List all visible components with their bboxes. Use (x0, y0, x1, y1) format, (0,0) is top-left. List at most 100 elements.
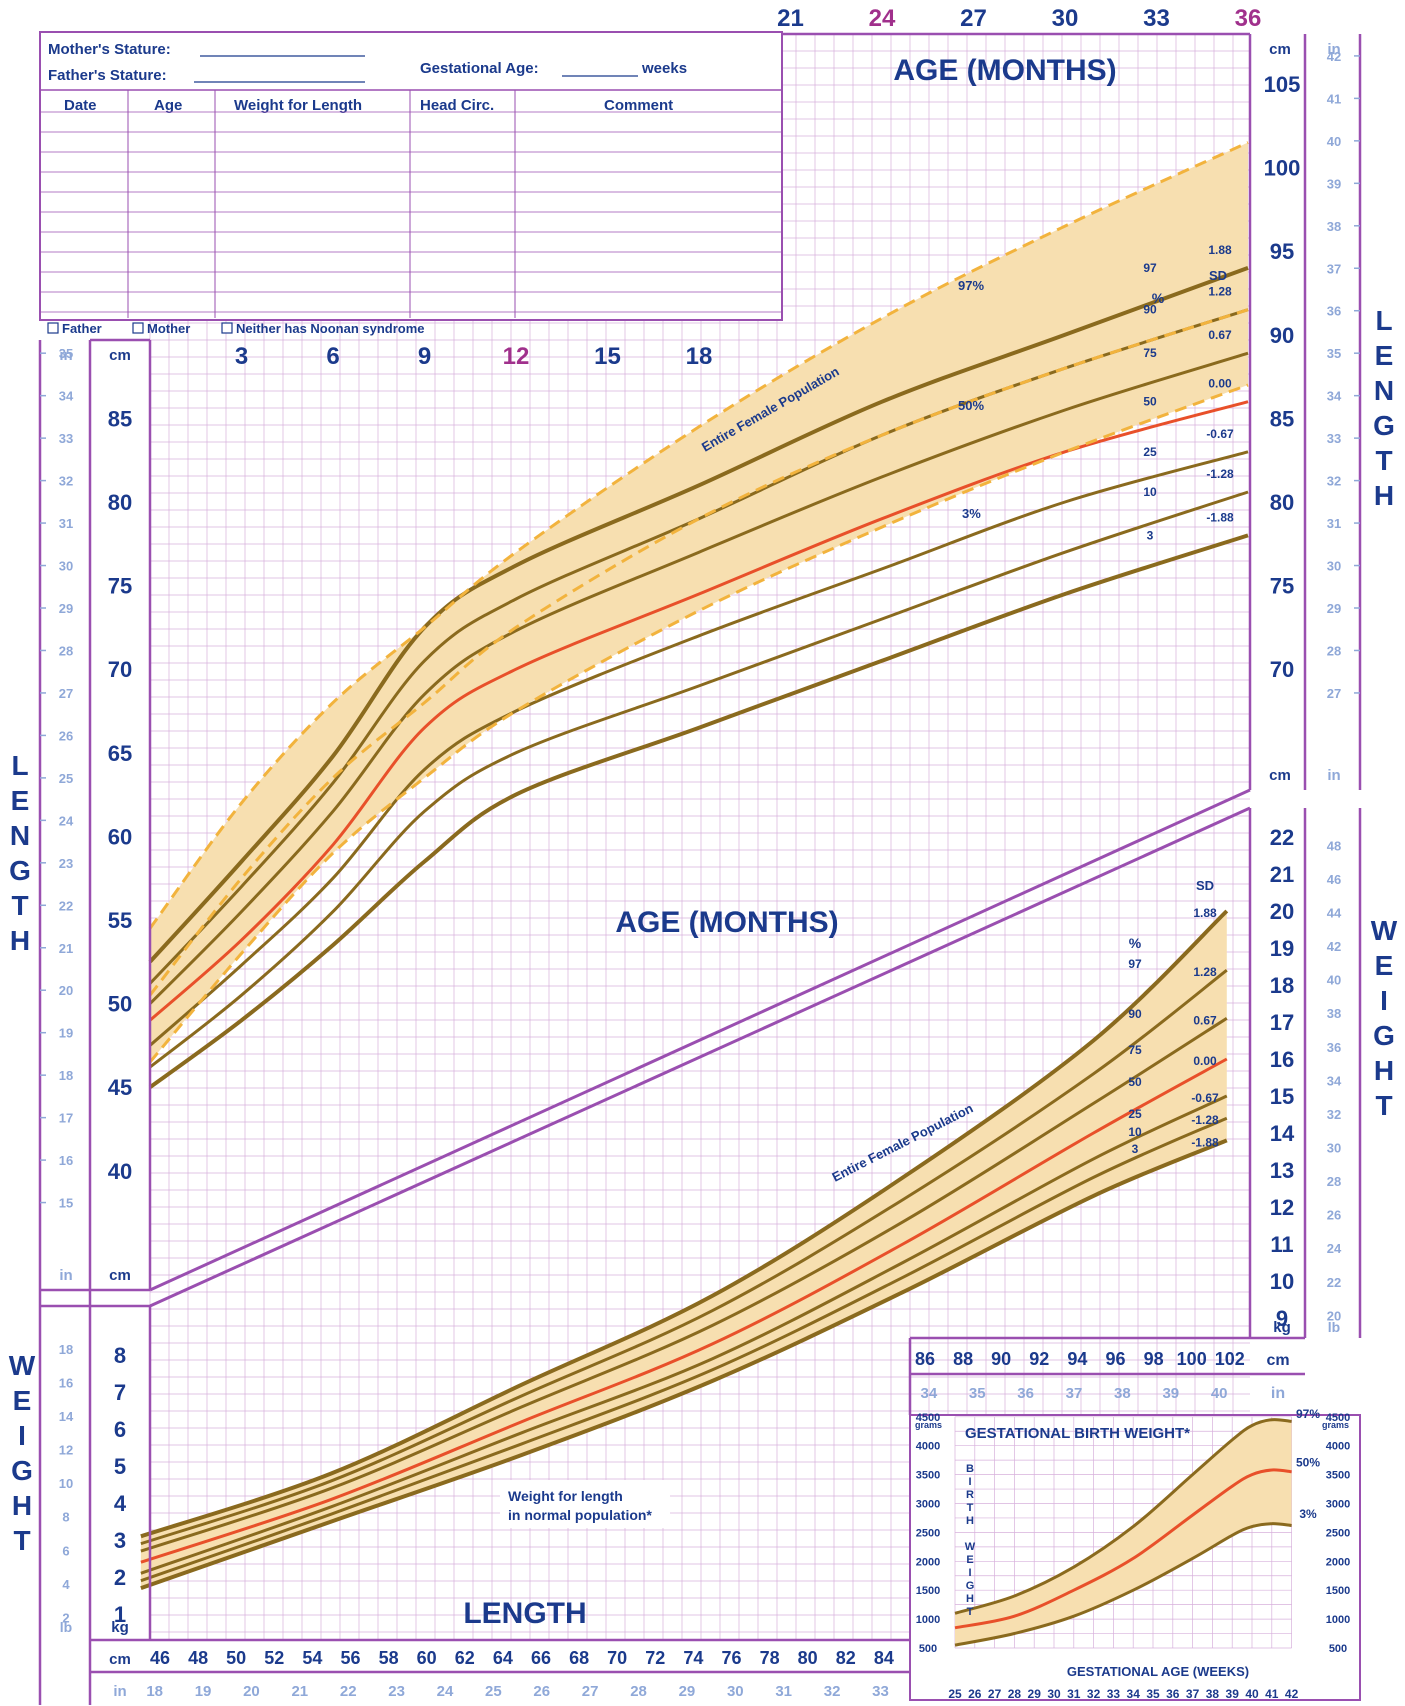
age-mid-tick-6: 6 (326, 343, 339, 370)
bw-letter-3: T (967, 1502, 974, 1514)
frame-line (149, 806, 1251, 1308)
weight-pct-label-75: 75 (1128, 1043, 1142, 1057)
gest-week-30: 30 (1047, 1687, 1061, 1701)
weight-right-kg-10: 10 (1270, 1269, 1294, 1294)
column-comment: Comment (604, 97, 673, 114)
gest-week-36: 36 (1166, 1687, 1180, 1701)
length-sd-label-97: 1.88 (1208, 243, 1232, 257)
length-curve-p50 (149, 400, 1249, 1022)
weight-sd-label-25: -0.67 (1191, 1091, 1219, 1105)
weight-sd-label-50: 0.00 (1193, 1054, 1217, 1068)
length-bottom-cm-58: 58 (379, 1648, 399, 1668)
length-right-cm-105: 105 (1264, 72, 1301, 97)
gest-band-fill (955, 1419, 1292, 1646)
weight-sd-header: SD (1196, 878, 1214, 893)
weight-percent-symbol: % (1129, 935, 1142, 951)
weight-left-letter-5: T (13, 1525, 30, 1556)
weight-sd-label-75: 0.67 (1193, 1013, 1217, 1027)
weight-right-kg-12: 12 (1270, 1195, 1294, 1220)
length-left-in-19: 19 (59, 1026, 73, 1041)
length-left-cm-50: 50 (108, 992, 132, 1017)
length-right-in-30: 30 (1327, 559, 1341, 574)
gest-week-33: 33 (1107, 1687, 1121, 1701)
length-left-in-26: 26 (59, 728, 73, 743)
gest-left-grams-2500: 2500 (916, 1527, 940, 1539)
weight-right-letter-2: I (1380, 985, 1388, 1016)
length-bottom-cm-50: 50 (226, 1648, 246, 1668)
length-bottom-cm-46: 46 (150, 1648, 170, 1668)
age-months-mid-title: AGE (MONTHS) (615, 906, 838, 939)
weight-right-kg-11: 11 (1270, 1232, 1293, 1257)
gest-week-27: 27 (988, 1687, 1002, 1701)
length-population-p3 (148, 383, 1249, 1064)
length-left-in-30: 30 (59, 559, 73, 574)
weight-right-letter-1: E (1375, 950, 1394, 981)
weight-right-lb-40: 40 (1327, 973, 1341, 988)
length-right-cm-100: 100 (1264, 156, 1301, 181)
gest-right-grams-3000: 3000 (1326, 1499, 1350, 1511)
weight-right-letter-4: H (1374, 1055, 1394, 1086)
gest-week-40: 40 (1245, 1687, 1259, 1701)
length-bottom-cm-70: 70 (607, 1648, 627, 1668)
length-left-in-20: 20 (59, 983, 73, 998)
length-left-in-16: 16 (59, 1153, 73, 1168)
mother-checkbox[interactable] (132, 322, 144, 334)
weight-left-kg-unit: kg (111, 1619, 129, 1636)
weight-left-letter-0: W (9, 1350, 36, 1381)
neither-checkbox[interactable] (221, 322, 233, 334)
length-pct-label-25: 25 (1143, 445, 1157, 459)
father-checkbox[interactable] (47, 322, 59, 334)
weight-sd-label-97: 1.88 (1193, 906, 1217, 920)
length-left-in-17: 17 (59, 1111, 73, 1126)
gest-week-29: 29 (1028, 1687, 1042, 1701)
length-right-in-33: 33 (1327, 431, 1341, 446)
length-left-in-28: 28 (59, 643, 73, 658)
length-right-cm-75: 75 (1270, 574, 1294, 599)
length-right-cm-80: 80 (1270, 490, 1294, 515)
weight-right-lb-24: 24 (1327, 1241, 1342, 1256)
length-right-in-36: 36 (1327, 304, 1341, 319)
gest-week-25: 25 (948, 1687, 962, 1701)
gest-curve-0 (954, 1418, 1292, 1615)
weight-left-kg-2: 2 (114, 1565, 126, 1590)
gest-left-grams-3500: 3500 (916, 1470, 940, 1482)
length-inset-in-39: 39 (1162, 1385, 1179, 1402)
bw-letter-11: T (967, 1606, 974, 1618)
length-curve-p25 (149, 450, 1249, 1047)
length-bottom-in-32: 32 (824, 1683, 841, 1700)
length-pct-label-3: 3 (1147, 528, 1154, 542)
length-left-in-unit-top: in (59, 347, 72, 364)
gest-week-32: 32 (1087, 1687, 1101, 1701)
length-inset-cm-86: 86 (915, 1349, 935, 1369)
bw-letter-2: R (966, 1489, 974, 1501)
age-months-top-title: AGE (MONTHS) (893, 54, 1116, 87)
length-right-cm-70: 70 (1270, 657, 1294, 682)
length-right-cm-unit-bottom: cm (1269, 767, 1291, 784)
gest-curve-2 (954, 1522, 1292, 1647)
length-bottom-cm-54: 54 (302, 1648, 322, 1668)
length-bottom-cm-52: 52 (264, 1648, 284, 1668)
length-bottom-in-unit: in (113, 1683, 126, 1700)
length-bottom-in-28: 28 (630, 1683, 647, 1700)
weight-right-letter-3: G (1373, 1020, 1395, 1051)
length-left-cm-60: 60 (108, 824, 132, 849)
weight-right-lb-34: 34 (1327, 1073, 1342, 1088)
column-weight-for-length: Weight for Length (234, 97, 362, 114)
length-bottom-in-20: 20 (243, 1683, 260, 1700)
weight-curve-p90 (140, 969, 1228, 1546)
length-right-in-27: 27 (1327, 686, 1341, 701)
gest-left-grams-500: 500 (919, 1643, 937, 1655)
gest-right-grams-2000: 2000 (1326, 1556, 1350, 1568)
weight-right-lb-26: 26 (1327, 1208, 1341, 1223)
bw-letter-0: B (966, 1463, 974, 1475)
length-left-cm-80: 80 (108, 490, 132, 515)
gest-left-grams-2000: 2000 (916, 1556, 940, 1568)
bw-letter-9: G (966, 1580, 975, 1592)
length-right-in-29: 29 (1327, 601, 1341, 616)
length-inset-in-35: 35 (969, 1385, 986, 1402)
gest-pct-label-2: 3% (1299, 1507, 1317, 1521)
gest-pct-label-1: 50% (1296, 1456, 1320, 1470)
length-bottom-cm-unit: cm (109, 1651, 131, 1668)
gestational-tick-labels: 500 500 1000 1000 1500 1500 2000 2000 2500 2500 30… (916, 1407, 1350, 1701)
length-sd-label-10: -1.28 (1206, 467, 1234, 481)
